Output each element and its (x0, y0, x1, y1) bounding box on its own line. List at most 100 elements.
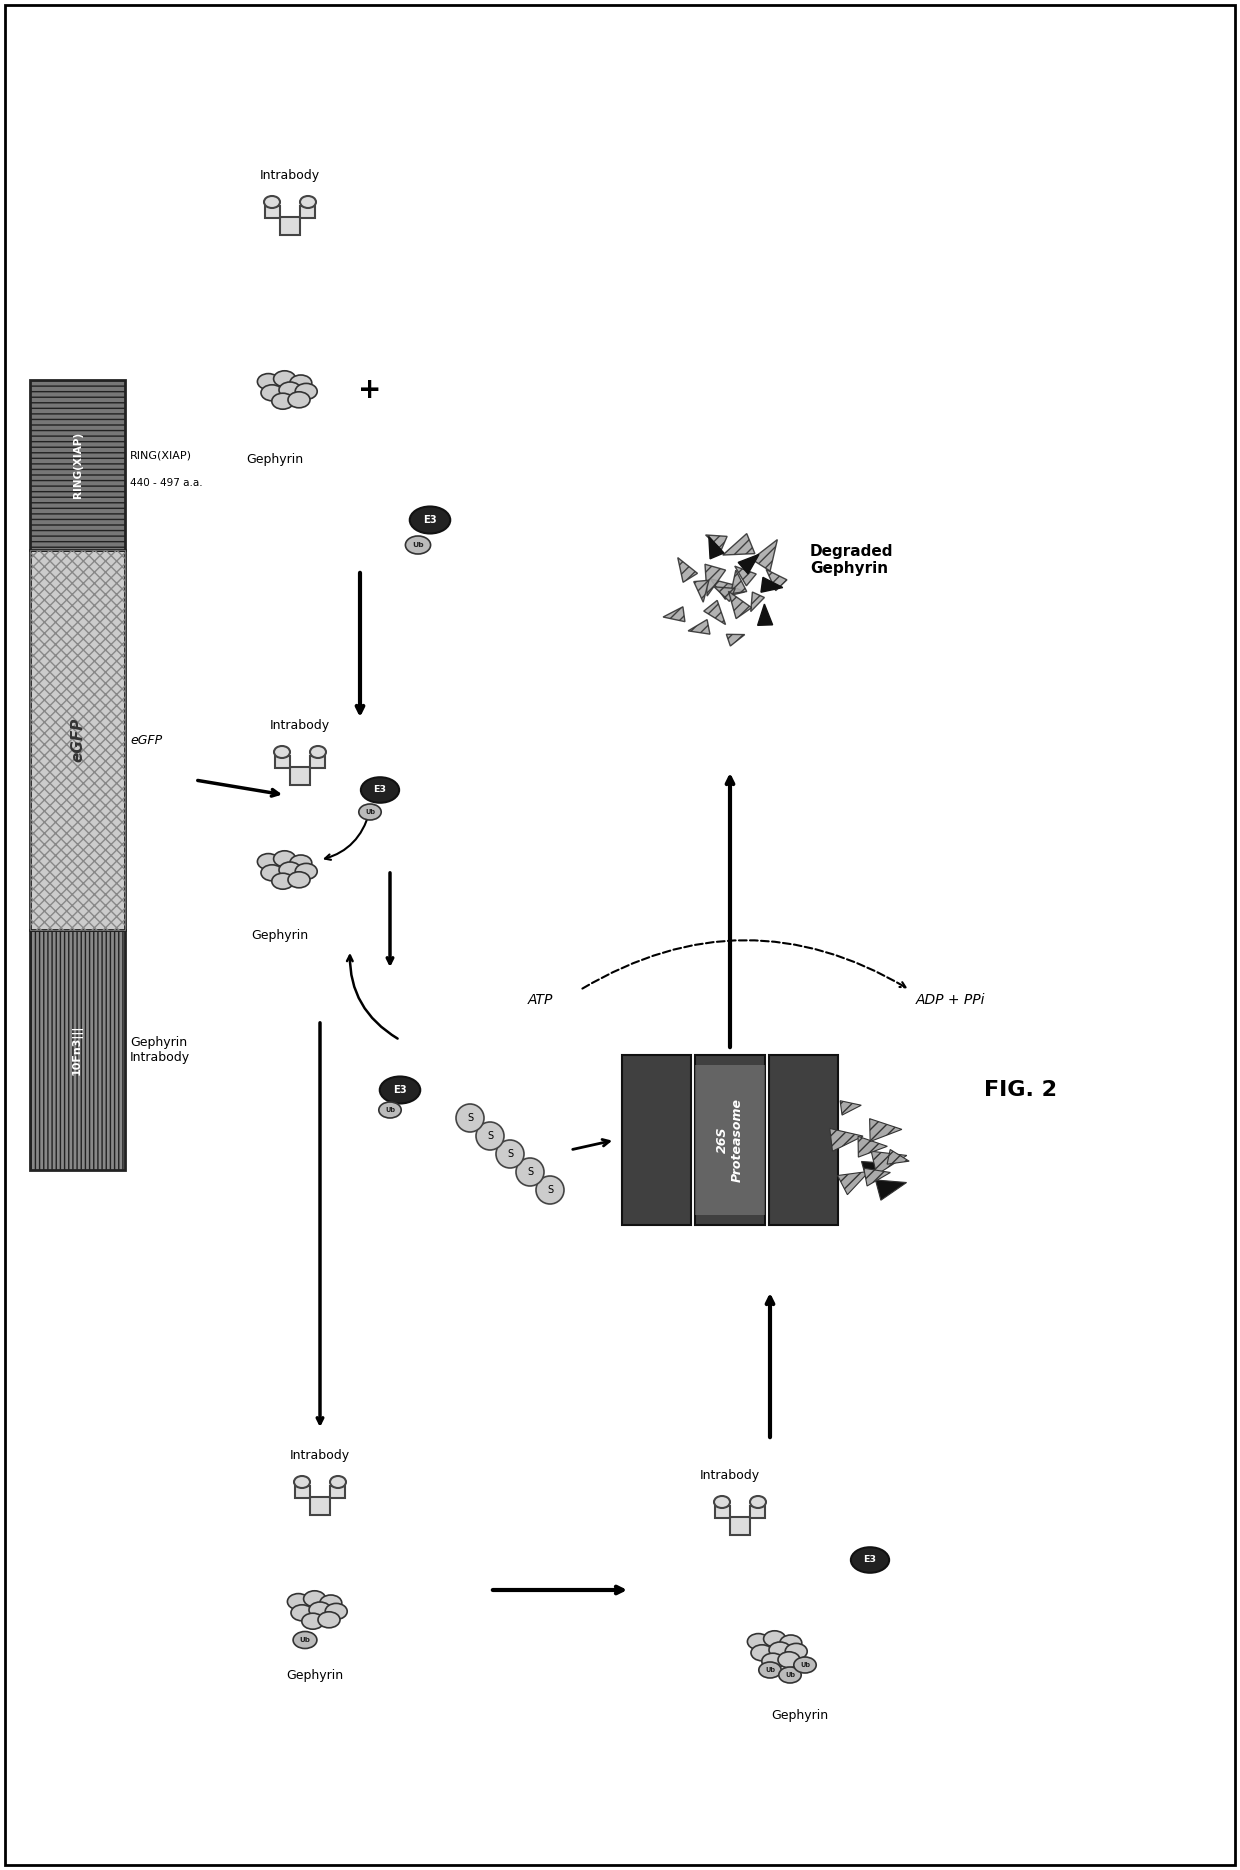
Polygon shape (714, 587, 735, 602)
Ellipse shape (378, 1101, 402, 1118)
Text: Intrabody: Intrabody (260, 168, 320, 181)
Ellipse shape (279, 381, 301, 398)
FancyBboxPatch shape (696, 1055, 765, 1225)
Ellipse shape (759, 1662, 781, 1677)
Text: E3: E3 (373, 785, 387, 795)
Ellipse shape (361, 778, 399, 802)
Text: ATP: ATP (527, 993, 553, 1008)
Ellipse shape (358, 804, 381, 821)
Ellipse shape (290, 376, 311, 391)
Polygon shape (751, 540, 777, 570)
Ellipse shape (779, 1666, 801, 1683)
FancyBboxPatch shape (622, 1055, 692, 1225)
Ellipse shape (780, 1634, 802, 1651)
Polygon shape (706, 565, 725, 597)
Text: S: S (547, 1186, 553, 1195)
Ellipse shape (274, 370, 295, 387)
Polygon shape (727, 634, 745, 645)
Ellipse shape (288, 871, 310, 888)
Polygon shape (709, 537, 724, 559)
FancyBboxPatch shape (300, 206, 315, 219)
Ellipse shape (785, 1644, 807, 1659)
Text: S: S (507, 1148, 513, 1159)
Ellipse shape (764, 1631, 786, 1647)
Text: Gephyrin
Intrabody: Gephyrin Intrabody (130, 1036, 190, 1064)
Text: +: + (358, 376, 382, 404)
FancyBboxPatch shape (265, 206, 280, 219)
Text: Gephyrin: Gephyrin (771, 1709, 828, 1722)
Text: 26S
Proteasome: 26S Proteasome (715, 1098, 744, 1182)
Polygon shape (750, 593, 764, 611)
Ellipse shape (751, 1646, 773, 1661)
Text: Ub: Ub (800, 1662, 810, 1668)
Circle shape (516, 1158, 544, 1186)
Ellipse shape (272, 393, 294, 410)
Text: Degraded
Gephyrin: Degraded Gephyrin (810, 544, 894, 576)
FancyBboxPatch shape (290, 767, 310, 785)
Ellipse shape (258, 853, 279, 870)
Text: Intrabody: Intrabody (699, 1468, 760, 1481)
Ellipse shape (851, 1546, 889, 1573)
Ellipse shape (769, 1642, 791, 1659)
FancyBboxPatch shape (275, 755, 290, 769)
Ellipse shape (288, 393, 310, 408)
Text: S: S (487, 1131, 494, 1141)
Polygon shape (872, 1152, 906, 1174)
Ellipse shape (310, 746, 326, 757)
Ellipse shape (794, 1657, 816, 1674)
Polygon shape (711, 580, 735, 598)
Circle shape (476, 1122, 503, 1150)
Text: E3: E3 (863, 1556, 877, 1565)
Polygon shape (830, 1128, 863, 1152)
Polygon shape (758, 604, 773, 625)
Text: S: S (467, 1113, 474, 1124)
FancyBboxPatch shape (30, 550, 125, 929)
Ellipse shape (295, 383, 317, 400)
Text: Ub: Ub (384, 1107, 396, 1113)
Ellipse shape (272, 873, 294, 890)
Text: eGFP: eGFP (130, 733, 162, 746)
Text: S: S (527, 1167, 533, 1176)
Text: Ub: Ub (365, 810, 374, 815)
Ellipse shape (260, 385, 283, 400)
Ellipse shape (317, 1612, 340, 1627)
Ellipse shape (274, 746, 290, 757)
FancyBboxPatch shape (310, 1498, 330, 1515)
Polygon shape (706, 535, 727, 550)
Polygon shape (727, 583, 744, 597)
FancyBboxPatch shape (330, 1487, 345, 1498)
Text: RING(XIAP): RING(XIAP) (72, 432, 83, 497)
Ellipse shape (379, 1077, 420, 1103)
Ellipse shape (309, 1603, 331, 1618)
Circle shape (536, 1176, 564, 1204)
Text: Intrabody: Intrabody (270, 718, 330, 731)
Ellipse shape (750, 1496, 766, 1507)
Polygon shape (735, 567, 756, 585)
Text: Ub: Ub (785, 1672, 795, 1677)
Polygon shape (875, 1180, 906, 1201)
Text: E3: E3 (393, 1085, 407, 1096)
Polygon shape (688, 619, 711, 634)
Text: Gephyrin: Gephyrin (252, 929, 309, 941)
Ellipse shape (330, 1475, 346, 1489)
Ellipse shape (405, 537, 430, 554)
Ellipse shape (304, 1591, 326, 1606)
Polygon shape (761, 578, 782, 593)
Polygon shape (693, 580, 709, 602)
Polygon shape (678, 557, 697, 582)
Text: Intrabody: Intrabody (290, 1449, 350, 1462)
Polygon shape (864, 1169, 890, 1186)
Text: eGFP: eGFP (69, 718, 86, 763)
Ellipse shape (264, 196, 280, 208)
Text: Gephyrin: Gephyrin (247, 454, 304, 466)
Polygon shape (841, 1101, 862, 1115)
Ellipse shape (295, 864, 317, 879)
Ellipse shape (409, 507, 450, 533)
Text: Ub: Ub (412, 542, 424, 548)
Polygon shape (837, 1171, 869, 1195)
Polygon shape (729, 591, 751, 619)
Ellipse shape (260, 864, 283, 881)
Ellipse shape (288, 1593, 310, 1610)
Circle shape (456, 1103, 484, 1131)
Ellipse shape (300, 196, 316, 208)
